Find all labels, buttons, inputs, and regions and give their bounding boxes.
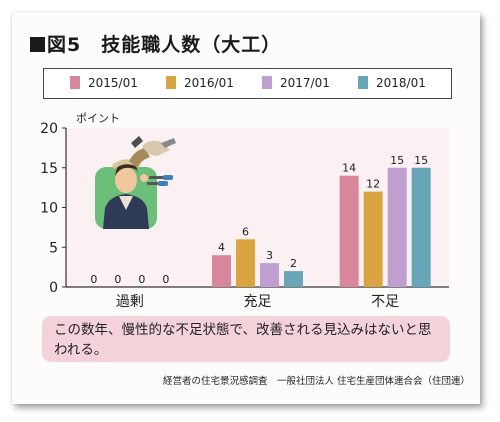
data-label: 15	[390, 154, 404, 167]
category-label: 充足	[244, 294, 272, 310]
legend-swatch-2018	[358, 76, 368, 89]
note-box: この数年、慢性的な不足状態で、改善される見込みはないと思われる。	[42, 316, 450, 362]
category-label: 不足	[371, 294, 399, 310]
data-label: 2	[290, 257, 297, 270]
source-credit: 経営者の住宅景況感調査 一般社団法人 住宅生産団体連合会（住団連）	[162, 376, 470, 387]
bar	[387, 167, 407, 287]
figure-title-text: 技能職人数（大工）	[101, 34, 282, 56]
y-tick-label: 20	[40, 121, 58, 137]
legend-item-2018: 2018/01	[358, 76, 426, 90]
bar	[212, 255, 231, 287]
legend-item-2017: 2017/01	[262, 76, 330, 90]
y-tick-label: 0	[49, 280, 58, 296]
bar	[236, 239, 255, 287]
legend-swatch-2017	[262, 76, 272, 89]
data-label: 0	[90, 273, 97, 286]
data-label: 6	[242, 225, 249, 238]
bar	[339, 175, 359, 287]
legend-swatch-2015	[70, 76, 80, 89]
carpenter-illustration-icon	[95, 136, 176, 229]
bar	[284, 271, 303, 287]
data-label: 4	[218, 241, 225, 254]
bar	[363, 191, 383, 287]
bar	[260, 263, 279, 287]
legend-item-2016: 2016/01	[166, 76, 234, 90]
legend-label-2018: 2018/01	[376, 76, 426, 90]
figure-number: 図5	[47, 34, 82, 56]
bar	[411, 167, 431, 287]
legend-label-2015: 2015/01	[88, 76, 138, 90]
data-label: 0	[162, 273, 169, 286]
legend-label-2017: 2017/01	[280, 76, 330, 90]
bars: 0 0 0 0 4 6 3 2 14 12 15 15	[90, 154, 431, 287]
category-label: 過剰	[116, 294, 144, 310]
figure-title: 図5 技能職人数（大工）	[30, 30, 281, 57]
legend-label-2016: 2016/01	[184, 76, 234, 90]
data-label: 14	[342, 162, 356, 175]
data-label: 3	[266, 249, 273, 262]
y-tick-label: 10	[40, 201, 58, 217]
data-label: 0	[114, 273, 121, 286]
title-square-icon	[30, 37, 45, 52]
y-tick-label: 5	[49, 240, 58, 256]
y-axis-label: ポイント	[76, 112, 120, 125]
data-label: 15	[414, 154, 428, 167]
y-tick-label: 15	[40, 161, 58, 177]
legend-item-2015: 2015/01	[70, 76, 138, 90]
data-label: 12	[366, 178, 380, 191]
data-label: 0	[138, 273, 145, 286]
legend: 2015/01 2016/01 2017/01 2018/01	[43, 68, 452, 99]
legend-swatch-2016	[166, 76, 176, 89]
